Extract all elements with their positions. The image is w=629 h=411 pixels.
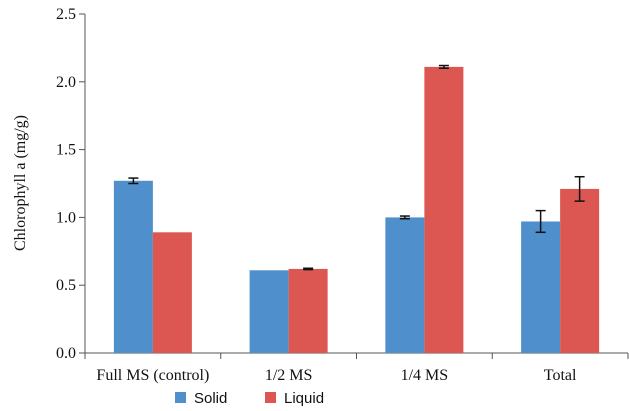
bar-liquid (288, 268, 328, 353)
x-tick-label: 1/4 MS (401, 367, 449, 384)
bar-solid (521, 221, 561, 353)
bar-liquid (560, 188, 600, 353)
error-bar (574, 175, 585, 202)
x-tick-label: Total (544, 367, 577, 384)
bar-solid (113, 180, 153, 353)
x-tick-label: Full MS (control) (96, 367, 209, 384)
y-tick-label: 2.0 (56, 74, 76, 91)
legend-label-solid: Solid (194, 390, 227, 407)
bar-solid (385, 217, 425, 353)
error-bar (399, 215, 410, 220)
bar-solid (249, 270, 289, 353)
bars (113, 66, 600, 353)
legend-swatch-liquid (265, 392, 276, 403)
error-bar (303, 267, 314, 271)
legend-swatch-solid (175, 392, 186, 403)
y-tick-label: 0.0 (56, 345, 76, 362)
error-bar (128, 177, 139, 185)
bar-liquid (424, 66, 464, 353)
error-bar (535, 209, 546, 234)
y-tick-label: 1.0 (56, 209, 76, 226)
error-bars (128, 64, 585, 271)
x-axis: Full MS (control) 1/2 MS 1/4 MS Total (84, 352, 629, 384)
x-tick-label: 1/2 MS (265, 367, 313, 384)
y-axis-title: Chlorophyll a (mg/g) (12, 115, 29, 251)
error-bar (438, 64, 449, 69)
y-tick-label: 1.5 (56, 142, 76, 159)
legend: Solid Liquid (175, 390, 324, 407)
legend-label-liquid: Liquid (284, 390, 324, 407)
y-tick-label: 2.5 (56, 6, 76, 23)
bar-liquid (152, 232, 192, 353)
y-axis: 0.0 0.5 1.0 1.5 2.0 2.5 (56, 6, 86, 362)
y-tick-label: 0.5 (56, 277, 76, 294)
